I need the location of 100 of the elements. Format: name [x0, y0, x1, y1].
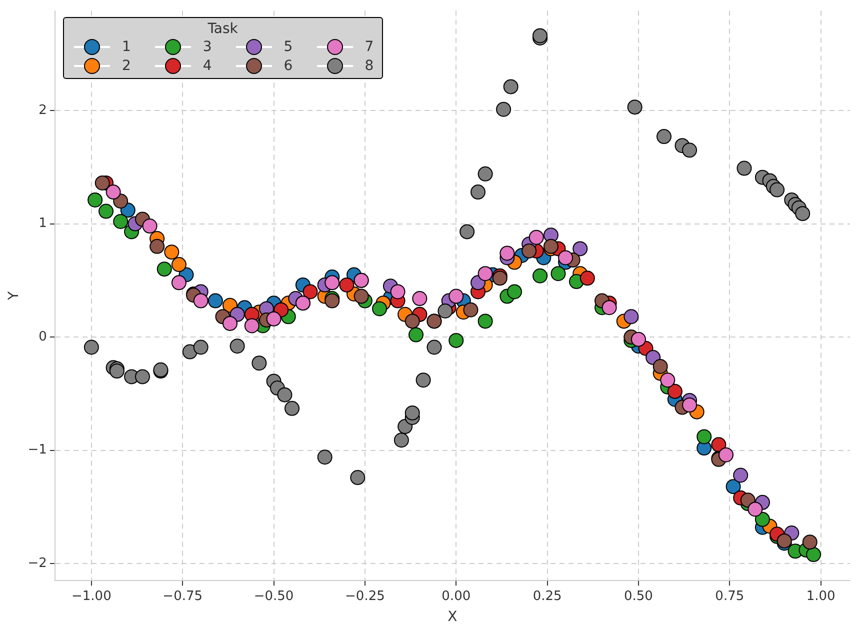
- point: [193, 340, 208, 355]
- legend-title: Task: [206, 20, 239, 37]
- x-tick-label: 0.00: [442, 588, 471, 604]
- legend-label: 4: [202, 58, 212, 74]
- point: [736, 160, 752, 176]
- point: [478, 266, 493, 282]
- point: [558, 250, 574, 266]
- point: [503, 79, 518, 94]
- point: [733, 468, 748, 483]
- point: [88, 192, 103, 208]
- y-tick-label: −1: [28, 442, 47, 458]
- legend-label: 6: [284, 58, 293, 74]
- point: [317, 450, 332, 465]
- point: [506, 284, 522, 300]
- point: [266, 311, 282, 326]
- x-tick-label: 0.25: [532, 588, 562, 604]
- point: [478, 166, 493, 182]
- point: [408, 327, 424, 342]
- x-tick-label: 0.75: [715, 588, 744, 604]
- y-tick-label: 0: [38, 329, 47, 344]
- point: [339, 277, 354, 292]
- y-tick-label: −2: [28, 556, 47, 571]
- legend-label: 7: [364, 38, 374, 55]
- point: [354, 288, 369, 304]
- point: [528, 230, 544, 245]
- point: [667, 384, 682, 399]
- point: [463, 302, 478, 318]
- point: [522, 243, 537, 258]
- point: [770, 182, 785, 198]
- point: [624, 309, 639, 324]
- point: [230, 338, 245, 354]
- point: [94, 175, 110, 190]
- x-tick-label: 1.00: [806, 588, 836, 604]
- point: [726, 479, 741, 494]
- point: [776, 533, 792, 548]
- point: [412, 291, 428, 306]
- point: [171, 257, 186, 272]
- point: [208, 293, 223, 308]
- point: [718, 447, 734, 462]
- point: [142, 218, 158, 234]
- point: [532, 268, 548, 284]
- x-axis-title: X: [448, 609, 458, 626]
- legend-label: 2: [122, 58, 131, 74]
- point: [795, 206, 810, 222]
- point: [372, 301, 388, 316]
- point: [171, 275, 186, 290]
- y-axis-title: Y: [6, 290, 22, 301]
- point: [390, 284, 406, 300]
- point: [496, 102, 512, 117]
- point: [448, 288, 464, 304]
- x-tick-label: −0.50: [254, 588, 294, 604]
- point: [656, 129, 672, 144]
- legend-label: 5: [284, 38, 293, 55]
- point: [696, 429, 712, 444]
- point: [84, 340, 99, 355]
- y-tick-label: 2: [38, 102, 47, 118]
- point: [164, 244, 180, 260]
- point: [252, 356, 267, 371]
- point: [682, 398, 698, 413]
- point: [682, 142, 698, 158]
- x-tick-label: −1.00: [72, 588, 112, 604]
- point: [277, 387, 292, 402]
- point: [284, 400, 300, 416]
- point: [324, 275, 340, 290]
- point: [572, 241, 588, 256]
- x-tick-label: 0.50: [624, 588, 653, 604]
- point: [98, 204, 114, 219]
- point: [448, 332, 464, 348]
- point: [106, 184, 121, 200]
- point: [404, 405, 420, 420]
- point: [802, 534, 818, 550]
- point: [500, 246, 515, 261]
- point: [416, 372, 431, 388]
- point: [478, 314, 493, 329]
- point: [350, 470, 366, 486]
- point: [394, 432, 409, 448]
- legend-label: 1: [122, 38, 131, 55]
- point: [627, 100, 642, 115]
- point: [580, 270, 595, 286]
- point: [150, 238, 165, 254]
- point: [156, 262, 172, 277]
- x-tick-label: −0.25: [345, 588, 385, 604]
- point: [134, 369, 150, 384]
- point: [543, 238, 558, 254]
- point: [748, 502, 763, 517]
- point: [711, 437, 726, 452]
- point: [404, 314, 420, 329]
- point: [460, 224, 475, 240]
- point: [754, 512, 770, 527]
- point: [438, 303, 453, 318]
- point: [426, 340, 442, 355]
- point: [222, 316, 238, 331]
- point: [470, 184, 486, 200]
- x-tick-label: −0.75: [162, 588, 203, 604]
- point: [113, 214, 128, 229]
- point: [550, 266, 566, 282]
- point: [244, 318, 260, 334]
- point: [630, 332, 646, 347]
- y-tick-label: 1: [38, 216, 47, 232]
- point: [193, 293, 208, 308]
